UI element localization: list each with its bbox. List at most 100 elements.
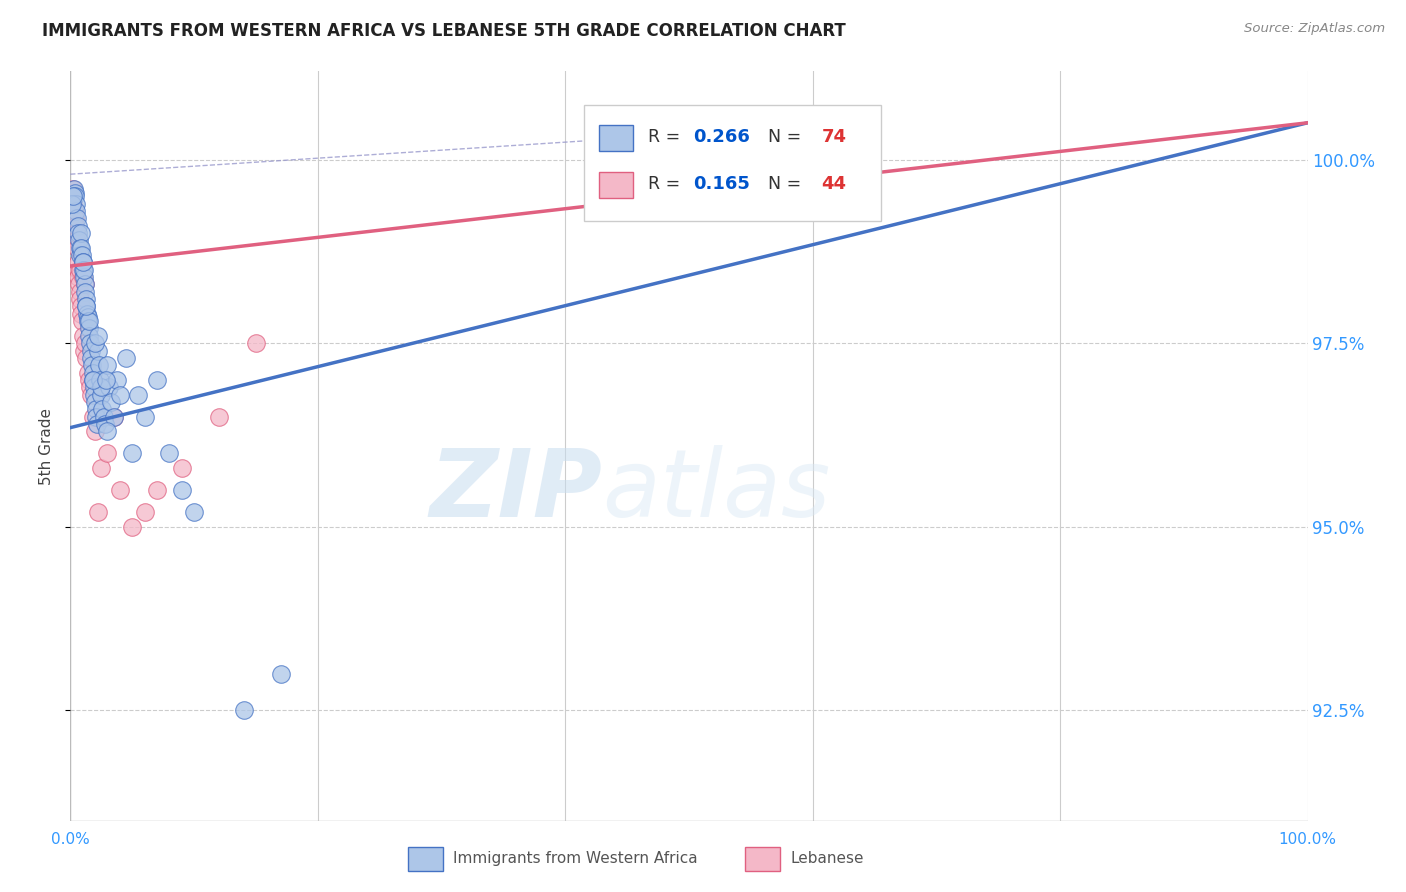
Text: R =: R = xyxy=(648,128,686,145)
Point xyxy=(75,300,97,314)
Text: Immigrants from Western Africa: Immigrants from Western Africa xyxy=(453,851,697,865)
Point xyxy=(72,262,94,277)
Point xyxy=(60,196,83,211)
Point xyxy=(69,285,91,299)
Point xyxy=(73,270,96,285)
Point xyxy=(72,255,94,269)
Point xyxy=(96,425,118,439)
Point xyxy=(62,196,84,211)
Point xyxy=(121,520,143,534)
Point xyxy=(121,446,143,460)
Point xyxy=(127,387,149,401)
Point xyxy=(79,380,101,394)
Point xyxy=(80,343,103,358)
Point xyxy=(183,505,205,519)
Text: ZIP: ZIP xyxy=(429,445,602,537)
Point xyxy=(76,310,98,325)
Point xyxy=(62,189,84,203)
Point xyxy=(73,262,96,277)
Point xyxy=(103,409,125,424)
Point xyxy=(67,233,90,247)
Point xyxy=(97,380,120,394)
Point xyxy=(103,409,125,424)
Point xyxy=(63,203,86,218)
Point xyxy=(67,226,90,240)
Point xyxy=(146,483,169,497)
Point xyxy=(65,219,87,233)
Point xyxy=(87,358,110,372)
Point xyxy=(270,666,292,681)
Point xyxy=(82,373,104,387)
Text: 100.0%: 100.0% xyxy=(1278,831,1337,847)
Point xyxy=(77,314,100,328)
Point xyxy=(84,395,107,409)
Point xyxy=(90,387,112,401)
Point xyxy=(96,373,118,387)
Point xyxy=(170,483,193,497)
Point xyxy=(80,351,103,365)
Point xyxy=(69,262,91,277)
FancyBboxPatch shape xyxy=(408,847,443,871)
FancyBboxPatch shape xyxy=(599,172,633,198)
Point xyxy=(96,358,118,372)
Point xyxy=(80,387,103,401)
Point xyxy=(60,186,83,200)
Point xyxy=(93,409,115,424)
Point xyxy=(100,395,122,409)
Point xyxy=(75,292,97,306)
Point xyxy=(82,366,104,380)
Point xyxy=(70,248,93,262)
Point xyxy=(84,425,107,439)
Point xyxy=(69,248,91,262)
Point xyxy=(134,505,156,519)
Point xyxy=(80,358,103,372)
Point xyxy=(67,270,90,285)
Text: 44: 44 xyxy=(821,175,846,193)
Point xyxy=(86,343,108,358)
Point xyxy=(82,409,104,424)
Point xyxy=(63,211,86,226)
Point xyxy=(84,336,107,351)
Point xyxy=(66,255,89,269)
Point xyxy=(94,417,117,431)
Point xyxy=(232,703,254,717)
FancyBboxPatch shape xyxy=(745,847,780,871)
Point xyxy=(70,241,93,255)
Point xyxy=(96,446,118,460)
Point xyxy=(76,366,98,380)
Point xyxy=(170,461,193,475)
Point xyxy=(69,292,91,306)
Point xyxy=(79,336,101,351)
Point xyxy=(82,373,104,387)
Point xyxy=(245,336,267,351)
Point xyxy=(79,328,101,343)
Text: R =: R = xyxy=(648,175,686,193)
Point xyxy=(65,233,87,247)
Point xyxy=(77,373,100,387)
Point xyxy=(86,328,108,343)
Point xyxy=(63,182,86,196)
Point xyxy=(90,461,112,475)
Point xyxy=(72,270,94,285)
Point xyxy=(73,277,96,292)
Point xyxy=(75,351,97,365)
Point xyxy=(65,226,87,240)
Point xyxy=(72,328,94,343)
Point xyxy=(84,402,107,417)
Point xyxy=(105,373,128,387)
Point xyxy=(740,153,762,167)
Text: IMMIGRANTS FROM WESTERN AFRICA VS LEBANESE 5TH GRADE CORRELATION CHART: IMMIGRANTS FROM WESTERN AFRICA VS LEBANE… xyxy=(42,22,846,40)
Point xyxy=(75,300,97,314)
Point xyxy=(157,446,180,460)
Point xyxy=(84,409,107,424)
Point xyxy=(89,373,111,387)
Text: 0.165: 0.165 xyxy=(693,175,749,193)
Text: atlas: atlas xyxy=(602,445,831,536)
Point xyxy=(108,483,131,497)
Point xyxy=(83,387,105,401)
Text: Source: ZipAtlas.com: Source: ZipAtlas.com xyxy=(1244,22,1385,36)
Point xyxy=(90,380,112,394)
Point xyxy=(134,409,156,424)
Point xyxy=(62,189,84,203)
Point xyxy=(75,285,97,299)
